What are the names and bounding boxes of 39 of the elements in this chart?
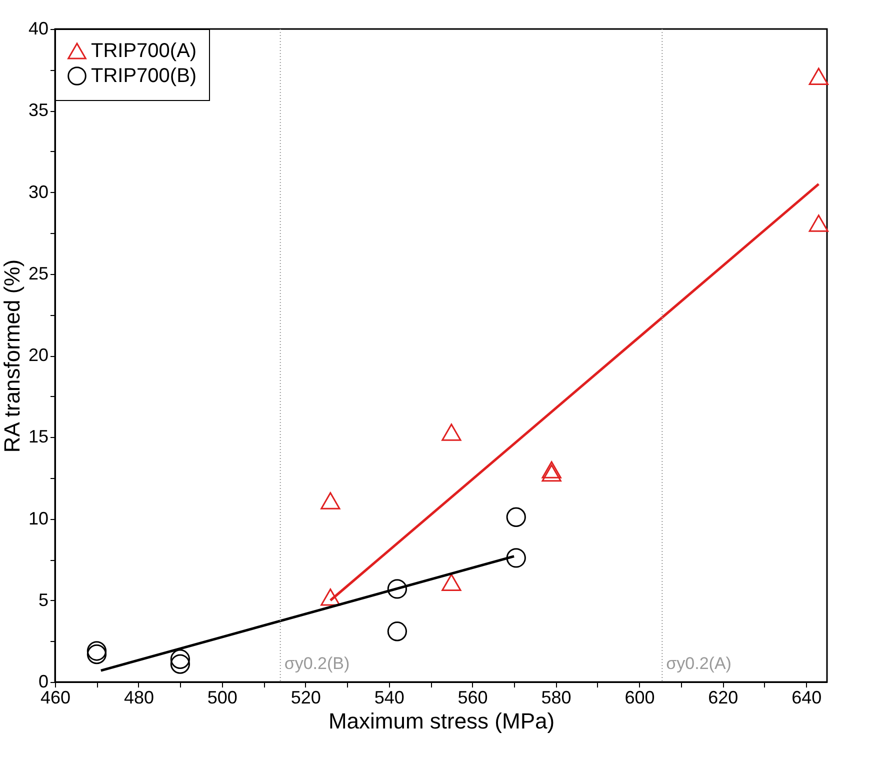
y-axis-title: RA transformed (%)	[0, 259, 24, 453]
point	[506, 507, 526, 527]
y-tick-label: 40	[28, 18, 48, 38]
ref-line-label: σy0.2(A)	[666, 654, 732, 673]
point	[86, 641, 107, 661]
point	[808, 68, 828, 85]
legend-label: TRIP700(B)	[91, 65, 197, 87]
point	[442, 424, 462, 441]
x-tick-label: 600	[624, 688, 655, 708]
legend-label: TRIP700(A)	[91, 40, 197, 62]
ref-line-label: σy0.2(B)	[284, 654, 350, 673]
y-tick-label: 25	[28, 263, 48, 284]
point	[506, 548, 526, 568]
point	[170, 654, 190, 674]
point	[442, 574, 462, 592]
y-tick-label: 5	[38, 590, 48, 610]
point	[387, 579, 408, 599]
y-tick-label: 15	[28, 426, 48, 447]
point	[320, 588, 340, 606]
point	[387, 622, 408, 642]
y-tick-label: 35	[28, 100, 48, 120]
y-tick-label: 10	[28, 508, 48, 528]
x-tick-label: 480	[124, 688, 154, 708]
x-tick-label: 580	[541, 688, 572, 708]
x-tick-label: 620	[708, 688, 738, 708]
point	[320, 492, 340, 510]
point	[542, 464, 562, 482]
y-tick-label: 30	[28, 182, 48, 202]
x-tick-label: 500	[207, 688, 238, 708]
point	[808, 214, 828, 232]
y-tick-label: 20	[28, 345, 48, 365]
x-axis-title: Maximum stress (MPa)	[328, 708, 555, 734]
x-tick-label: 540	[374, 688, 404, 708]
x-tick-label: 640	[792, 688, 822, 708]
x-tick-label: 560	[458, 688, 488, 708]
point	[86, 644, 107, 664]
point	[170, 649, 190, 669]
x-tick-label: 520	[290, 688, 321, 708]
point	[542, 461, 562, 478]
